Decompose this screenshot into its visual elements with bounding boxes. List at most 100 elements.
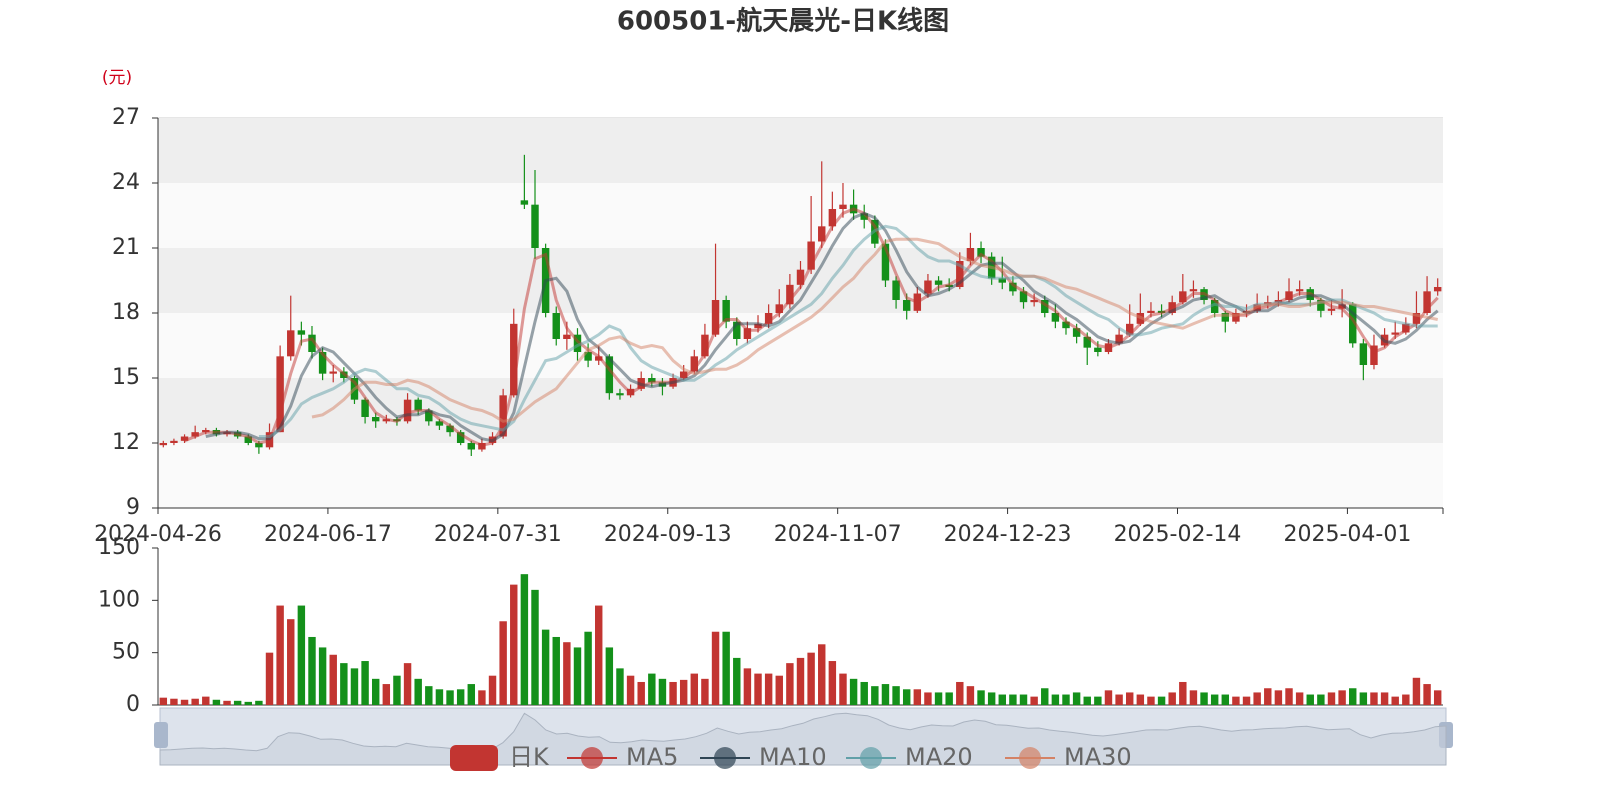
x-tick-label: 2024-04-26 bbox=[94, 522, 222, 547]
volume-bar bbox=[488, 675, 497, 705]
volume-bar bbox=[255, 700, 263, 705]
volume-bar bbox=[956, 681, 964, 705]
volume-bar bbox=[775, 675, 783, 705]
volume-bar bbox=[1072, 692, 1081, 705]
volume-bar bbox=[1115, 694, 1123, 705]
volume-bar bbox=[945, 692, 953, 705]
volume-bar bbox=[881, 684, 890, 705]
volume-bar bbox=[849, 678, 858, 705]
candle-body bbox=[902, 300, 911, 311]
candle-body bbox=[764, 313, 773, 324]
volume-bar bbox=[605, 647, 614, 705]
volume-bar bbox=[679, 679, 688, 705]
candle-body bbox=[1412, 313, 1421, 324]
candle-body bbox=[1072, 328, 1081, 337]
candle-body bbox=[1338, 304, 1346, 309]
candle-body bbox=[807, 241, 815, 270]
volume-bar bbox=[499, 621, 507, 705]
volume-bar bbox=[669, 681, 677, 705]
candle-body bbox=[818, 226, 826, 242]
volume-bar bbox=[1253, 692, 1261, 705]
volume-bar bbox=[265, 652, 274, 705]
legend-icon[interactable] bbox=[860, 747, 882, 769]
legend-label[interactable]: MA10 bbox=[759, 743, 827, 771]
volume-bar bbox=[648, 673, 656, 705]
volume-bar bbox=[1157, 696, 1166, 705]
volume-bar bbox=[520, 574, 529, 705]
y-tick-label: 150 bbox=[98, 535, 140, 560]
candle-body bbox=[977, 248, 985, 257]
volume-bar bbox=[191, 698, 199, 705]
volume-bar bbox=[340, 663, 348, 705]
volume-bar bbox=[1168, 692, 1176, 705]
candle-body bbox=[1210, 300, 1219, 313]
volume-bar bbox=[1391, 696, 1399, 705]
volume-bar bbox=[1349, 688, 1357, 705]
volume-bar bbox=[796, 657, 805, 705]
y-tick-label: 12 bbox=[112, 430, 140, 455]
candle-body bbox=[1370, 345, 1378, 365]
candle-body bbox=[1147, 310, 1155, 313]
legend-icon[interactable] bbox=[714, 747, 736, 769]
volume-bar bbox=[180, 699, 189, 705]
candle-body bbox=[1125, 323, 1134, 335]
volume-bar bbox=[998, 694, 1006, 705]
volume-bar bbox=[924, 692, 932, 705]
volume-bar bbox=[711, 631, 720, 705]
legend-icon[interactable] bbox=[1019, 747, 1041, 769]
candle-body bbox=[1062, 321, 1070, 329]
candle-body bbox=[191, 432, 199, 437]
x-tick-label: 2025-02-14 bbox=[1114, 522, 1242, 547]
volume-bar bbox=[1051, 694, 1060, 705]
candle-body bbox=[584, 352, 592, 361]
candle-body bbox=[456, 432, 465, 443]
candle-body bbox=[1051, 313, 1060, 322]
zoom-handle[interactable] bbox=[154, 722, 168, 748]
volume-bar bbox=[1200, 692, 1208, 705]
volume-bar bbox=[446, 690, 454, 705]
candle-body bbox=[1179, 291, 1187, 303]
volume-bar bbox=[764, 673, 773, 705]
legend-label[interactable]: MA30 bbox=[1064, 743, 1132, 771]
volume-bar bbox=[318, 647, 327, 705]
candle-body bbox=[1285, 291, 1293, 300]
volume-bar bbox=[1242, 696, 1251, 705]
volume-bar bbox=[987, 692, 996, 705]
x-tick-label: 2024-09-13 bbox=[604, 522, 732, 547]
volume-bar bbox=[329, 654, 337, 705]
candle-body bbox=[1009, 282, 1017, 292]
candle-body bbox=[552, 313, 560, 339]
candle-body bbox=[297, 330, 306, 335]
candle-body bbox=[361, 399, 369, 417]
volume-bar bbox=[510, 584, 518, 705]
legend-label[interactable]: MA20 bbox=[905, 743, 973, 771]
volume-bar bbox=[287, 619, 295, 705]
candle-body bbox=[998, 278, 1006, 283]
y-unit: (元) bbox=[102, 68, 132, 88]
x-tick-label: 2024-07-31 bbox=[434, 522, 562, 547]
volume-bar bbox=[1136, 694, 1145, 705]
volume-bar bbox=[1104, 690, 1113, 705]
y-tick-label: 50 bbox=[112, 640, 140, 665]
candle-body bbox=[371, 417, 380, 422]
candle-body bbox=[255, 443, 263, 448]
legend-icon[interactable] bbox=[581, 747, 603, 769]
legend-icon[interactable] bbox=[450, 745, 498, 771]
candle-body bbox=[435, 421, 444, 426]
ma-line bbox=[311, 237, 1439, 423]
candle-body bbox=[180, 436, 189, 441]
candle-body bbox=[520, 200, 529, 205]
volume-bar bbox=[1221, 694, 1230, 705]
candle-body bbox=[425, 410, 433, 422]
volume-bar bbox=[563, 642, 571, 705]
candle-body bbox=[1327, 308, 1336, 311]
volume-bar bbox=[754, 673, 762, 705]
split-area bbox=[158, 118, 1443, 183]
volume-bar bbox=[1317, 694, 1325, 705]
legend-label[interactable]: MA5 bbox=[626, 743, 678, 771]
y-tick-label: 18 bbox=[112, 300, 140, 325]
candle-body bbox=[1019, 291, 1028, 303]
legend-label[interactable]: 日K bbox=[509, 743, 550, 771]
volume-bar bbox=[371, 678, 380, 705]
